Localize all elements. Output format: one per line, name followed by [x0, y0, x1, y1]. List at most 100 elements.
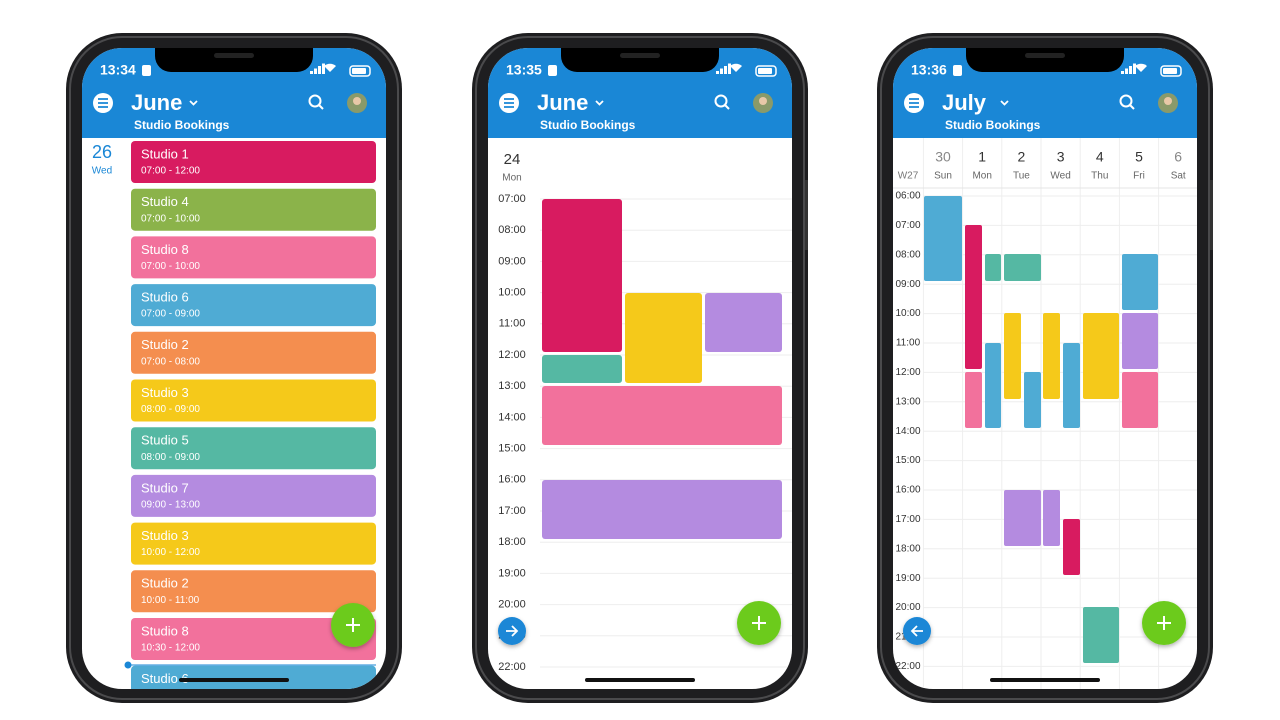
phone-bezel [880, 36, 1210, 700]
event-card[interactable] [131, 570, 376, 613]
notch [155, 48, 313, 72]
hour-label: 07:00 [895, 220, 920, 231]
screen: 13:36 July Studio Bookings W27 30 Sun 1 Mon 2 Tue… [893, 48, 1197, 689]
search-icon[interactable] [714, 94, 728, 108]
booking-block[interactable] [1004, 313, 1021, 399]
day-weekday: Sat [1171, 171, 1186, 182]
day-date: 2 [1018, 149, 1026, 165]
side-button [399, 180, 402, 250]
signal-bar [720, 68, 723, 74]
day-weekday: Fri [1133, 171, 1145, 182]
side-button [805, 180, 808, 250]
event-time: 10:00 - 11:00 [141, 595, 200, 606]
subtitle: Studio Bookings [945, 118, 1041, 132]
battery-fill [352, 68, 366, 74]
booking-block[interactable] [1083, 313, 1119, 399]
battery-fill [1163, 68, 1177, 74]
booking-block[interactable] [1063, 343, 1080, 428]
avatar-face [353, 97, 361, 105]
hour-label: 14:00 [498, 411, 526, 423]
booking-block[interactable] [1004, 254, 1041, 281]
signal-bar [724, 66, 727, 74]
event-card[interactable] [131, 141, 376, 183]
event-card[interactable] [131, 331, 376, 374]
search-icon[interactable] [308, 94, 322, 108]
month-title[interactable]: June [131, 90, 182, 115]
event-title: Studio 6 [141, 671, 189, 686]
add-icon [1157, 616, 1171, 630]
event-card[interactable] [131, 665, 376, 708]
booking-block[interactable] [1024, 372, 1041, 428]
booking-block[interactable] [542, 199, 622, 352]
event-title: Studio 6 [141, 290, 189, 305]
hour-label: 07:00 [498, 193, 526, 205]
event-card[interactable] [131, 188, 376, 231]
hour-label: 10:00 [895, 308, 920, 319]
subtitle: Studio Bookings [134, 118, 230, 132]
booking-block[interactable] [1043, 490, 1060, 546]
day-date: 24 [504, 151, 521, 168]
phone: 13:36 July Studio Bookings W27 30 Sun 1 Mon 2 Tue… [877, 33, 1213, 703]
hour-label: 16:00 [895, 485, 920, 496]
booking-block[interactable] [965, 225, 982, 369]
booking-block[interactable] [1122, 254, 1158, 310]
booking-block[interactable] [1063, 519, 1080, 575]
booking-block[interactable] [542, 480, 782, 539]
phone-bezel [475, 36, 805, 700]
event-card[interactable] [131, 522, 376, 565]
booking-block[interactable] [1122, 372, 1158, 428]
subtitle: Studio Bookings [540, 118, 636, 132]
event-card[interactable] [131, 379, 376, 422]
booking-block[interactable] [924, 196, 962, 281]
booking-block[interactable] [542, 386, 782, 445]
search-handle [724, 104, 730, 110]
hour-label: 18:00 [498, 536, 526, 548]
booking-block[interactable] [985, 254, 1001, 281]
booking-block[interactable] [542, 355, 622, 383]
day-date: 4 [1096, 149, 1104, 165]
month-caret[interactable] [189, 100, 198, 106]
event-title: Studio 3 [141, 385, 189, 400]
event-card[interactable] [131, 284, 376, 327]
screen: 13:34 June Studio Bookings 26 Wed Studio 1 07:… [82, 48, 386, 708]
event-title: Studio 8 [141, 242, 189, 257]
hour-label: 17:00 [895, 514, 920, 525]
event-card[interactable] [131, 474, 376, 517]
event-title: Studio 8 [141, 623, 189, 638]
home-indicator [990, 678, 1100, 682]
week-number: W27 [898, 171, 919, 182]
screen: 13:35 June Studio Bookings 24 Mon 07:00 08:00 0… [488, 48, 792, 689]
booking-block[interactable] [1043, 313, 1060, 399]
event-card[interactable] [131, 236, 376, 279]
wifi-icon [324, 63, 336, 72]
month-caret[interactable] [1000, 100, 1009, 106]
booking-block[interactable] [705, 293, 782, 352]
booking-block[interactable] [985, 343, 1001, 428]
event-card[interactable] [131, 427, 376, 470]
search-icon[interactable] [1119, 94, 1133, 108]
booking-block[interactable] [1122, 313, 1158, 369]
booking-block[interactable] [625, 293, 702, 383]
month-title[interactable]: June [537, 90, 588, 115]
day-weekday: Wed [1050, 171, 1070, 182]
hour-label: 18:00 [895, 543, 920, 554]
speaker [620, 53, 660, 58]
month-title[interactable]: July [942, 90, 987, 115]
battery-icon [755, 65, 777, 77]
booking-block[interactable] [1004, 490, 1041, 546]
signal-bar [1133, 63, 1136, 74]
hour-label: 15:00 [895, 455, 920, 466]
event-card[interactable] [131, 618, 376, 660]
speaker [214, 53, 254, 58]
hour-label: 16:00 [498, 474, 526, 486]
signal-bar [728, 63, 731, 74]
event-time: 10:00 - 12:00 [141, 547, 200, 558]
booking-block[interactable] [965, 372, 982, 428]
hour-label: 14:00 [895, 426, 920, 437]
booking-block[interactable] [1083, 607, 1119, 663]
month-caret[interactable] [595, 100, 604, 106]
avatar-face [1164, 97, 1172, 105]
event-time: 10:30 - 12:00 [141, 643, 200, 654]
event-time: 08:00 - 09:00 [141, 404, 200, 415]
event-title: Studio 7 [141, 480, 189, 495]
